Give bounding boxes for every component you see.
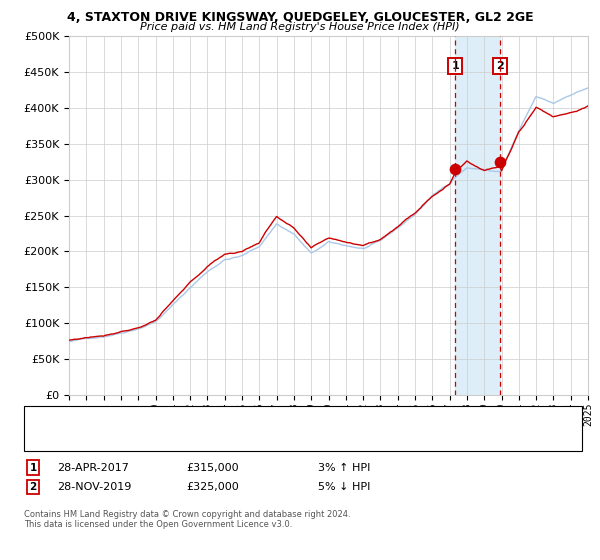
Text: £325,000: £325,000 bbox=[186, 482, 239, 492]
Text: 28-APR-2017: 28-APR-2017 bbox=[57, 463, 129, 473]
Point bbox=[495, 157, 505, 166]
Text: 2: 2 bbox=[496, 61, 504, 71]
Text: 3% ↑ HPI: 3% ↑ HPI bbox=[318, 463, 370, 473]
Point bbox=[451, 165, 460, 174]
Bar bbox=[455, 36, 500, 395]
Text: 28-NOV-2019: 28-NOV-2019 bbox=[57, 482, 131, 492]
Text: Contains HM Land Registry data © Crown copyright and database right 2024.
This d: Contains HM Land Registry data © Crown c… bbox=[24, 510, 350, 529]
Text: 4, STAXTON DRIVE KINGSWAY, QUEDGELEY, GLOUCESTER, GL2 2GE (detached house): 4, STAXTON DRIVE KINGSWAY, QUEDGELEY, GL… bbox=[69, 407, 489, 417]
Text: ———: ——— bbox=[36, 405, 73, 418]
Text: 1: 1 bbox=[29, 463, 37, 473]
Text: ———: ——— bbox=[36, 436, 73, 449]
Text: 5% ↓ HPI: 5% ↓ HPI bbox=[318, 482, 370, 492]
Text: Price paid vs. HM Land Registry's House Price Index (HPI): Price paid vs. HM Land Registry's House … bbox=[140, 22, 460, 32]
Text: £315,000: £315,000 bbox=[186, 463, 239, 473]
Text: HPI: Average price, detached house, Gloucester: HPI: Average price, detached house, Glou… bbox=[69, 437, 302, 447]
Text: 2: 2 bbox=[29, 482, 37, 492]
Text: 1: 1 bbox=[451, 61, 459, 71]
Text: 4, STAXTON DRIVE KINGSWAY, QUEDGELEY, GLOUCESTER, GL2 2GE: 4, STAXTON DRIVE KINGSWAY, QUEDGELEY, GL… bbox=[67, 11, 533, 24]
